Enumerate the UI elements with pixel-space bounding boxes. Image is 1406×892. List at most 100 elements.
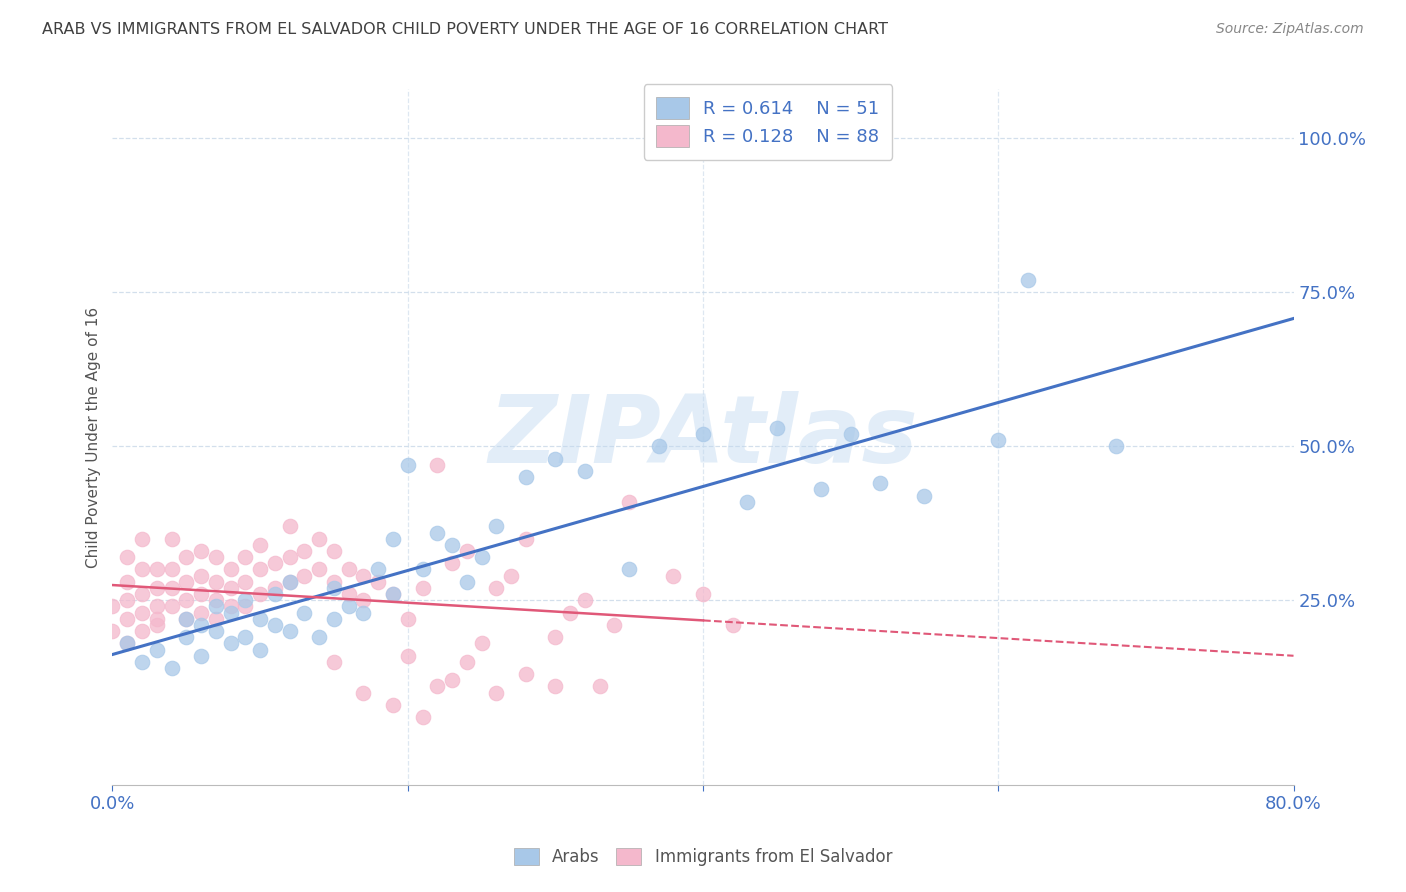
Point — [337, 587, 360, 601]
Point — [456, 574, 478, 589]
Point — [278, 574, 301, 589]
Point — [470, 550, 494, 565]
Point — [174, 630, 197, 644]
Point — [249, 562, 271, 576]
Point — [766, 421, 789, 435]
Point — [101, 599, 124, 614]
Point — [352, 568, 374, 582]
Point — [205, 593, 228, 607]
Point — [411, 562, 433, 576]
Point — [485, 685, 508, 699]
Point — [146, 618, 169, 632]
Point — [117, 636, 138, 650]
Point — [233, 550, 256, 565]
Point — [426, 525, 449, 540]
Point — [544, 680, 567, 694]
Point — [249, 642, 271, 657]
Point — [441, 538, 464, 552]
Point — [323, 544, 346, 558]
Legend: R = 0.614    N = 51, R = 0.128    N = 88: R = 0.614 N = 51, R = 0.128 N = 88 — [644, 85, 893, 160]
Point — [117, 636, 138, 650]
Point — [174, 593, 197, 607]
Point — [619, 562, 641, 576]
Legend: Arabs, Immigrants from El Salvador: Arabs, Immigrants from El Salvador — [505, 840, 901, 875]
Point — [264, 581, 287, 595]
Point — [190, 587, 212, 601]
Point — [190, 648, 212, 663]
Point — [382, 532, 405, 546]
Point — [117, 612, 138, 626]
Point — [190, 544, 212, 558]
Point — [470, 636, 494, 650]
Point — [426, 458, 449, 472]
Point — [692, 427, 714, 442]
Point — [1105, 439, 1128, 453]
Point — [160, 562, 183, 576]
Point — [426, 680, 449, 694]
Point — [619, 494, 641, 508]
Point — [515, 667, 537, 681]
Point — [249, 538, 271, 552]
Point — [174, 550, 197, 565]
Point — [190, 606, 212, 620]
Point — [131, 606, 153, 620]
Point — [264, 587, 287, 601]
Point — [396, 458, 419, 472]
Point — [233, 630, 256, 644]
Point — [588, 680, 610, 694]
Point — [205, 574, 228, 589]
Point — [382, 587, 405, 601]
Point — [352, 685, 374, 699]
Point — [574, 464, 596, 478]
Point — [160, 661, 183, 675]
Point — [264, 557, 287, 571]
Point — [249, 612, 271, 626]
Point — [205, 624, 228, 638]
Point — [647, 439, 671, 453]
Point — [219, 606, 242, 620]
Point — [869, 476, 891, 491]
Point — [544, 630, 567, 644]
Point — [411, 710, 433, 724]
Point — [515, 532, 537, 546]
Point — [396, 612, 419, 626]
Point — [382, 698, 405, 712]
Point — [205, 612, 228, 626]
Point — [205, 599, 228, 614]
Point — [456, 655, 478, 669]
Y-axis label: Child Poverty Under the Age of 16: Child Poverty Under the Age of 16 — [86, 307, 101, 567]
Point — [485, 581, 508, 595]
Text: ZIPAtlas: ZIPAtlas — [488, 391, 918, 483]
Point — [117, 593, 138, 607]
Point — [914, 489, 936, 503]
Point — [278, 550, 301, 565]
Point — [278, 624, 301, 638]
Point — [146, 581, 169, 595]
Point — [544, 451, 567, 466]
Point — [323, 574, 346, 589]
Point — [174, 574, 197, 589]
Point — [737, 494, 759, 508]
Point — [367, 574, 389, 589]
Point — [396, 648, 419, 663]
Point — [219, 599, 242, 614]
Point — [352, 606, 374, 620]
Point — [337, 562, 360, 576]
Point — [485, 519, 508, 533]
Point — [987, 433, 1010, 447]
Point — [219, 581, 242, 595]
Point — [160, 599, 183, 614]
Point — [131, 587, 153, 601]
Point — [264, 618, 287, 632]
Point — [411, 581, 433, 595]
Point — [721, 618, 744, 632]
Point — [1017, 273, 1039, 287]
Point — [308, 562, 330, 576]
Point — [308, 630, 330, 644]
Text: Source: ZipAtlas.com: Source: ZipAtlas.com — [1216, 22, 1364, 37]
Point — [441, 673, 464, 688]
Point — [367, 562, 389, 576]
Point — [219, 636, 242, 650]
Point — [146, 612, 169, 626]
Point — [117, 574, 138, 589]
